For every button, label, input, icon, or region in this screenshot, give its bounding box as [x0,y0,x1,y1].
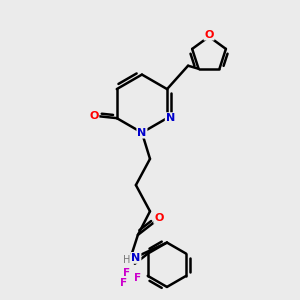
Text: O: O [89,111,98,121]
Text: F: F [123,268,130,278]
Text: O: O [204,30,214,40]
Text: F: F [120,278,127,288]
Text: N: N [137,128,147,138]
Text: N: N [131,253,140,263]
Text: H: H [123,255,130,265]
Text: F: F [134,273,142,283]
Text: N: N [166,113,175,123]
Text: O: O [154,213,164,223]
